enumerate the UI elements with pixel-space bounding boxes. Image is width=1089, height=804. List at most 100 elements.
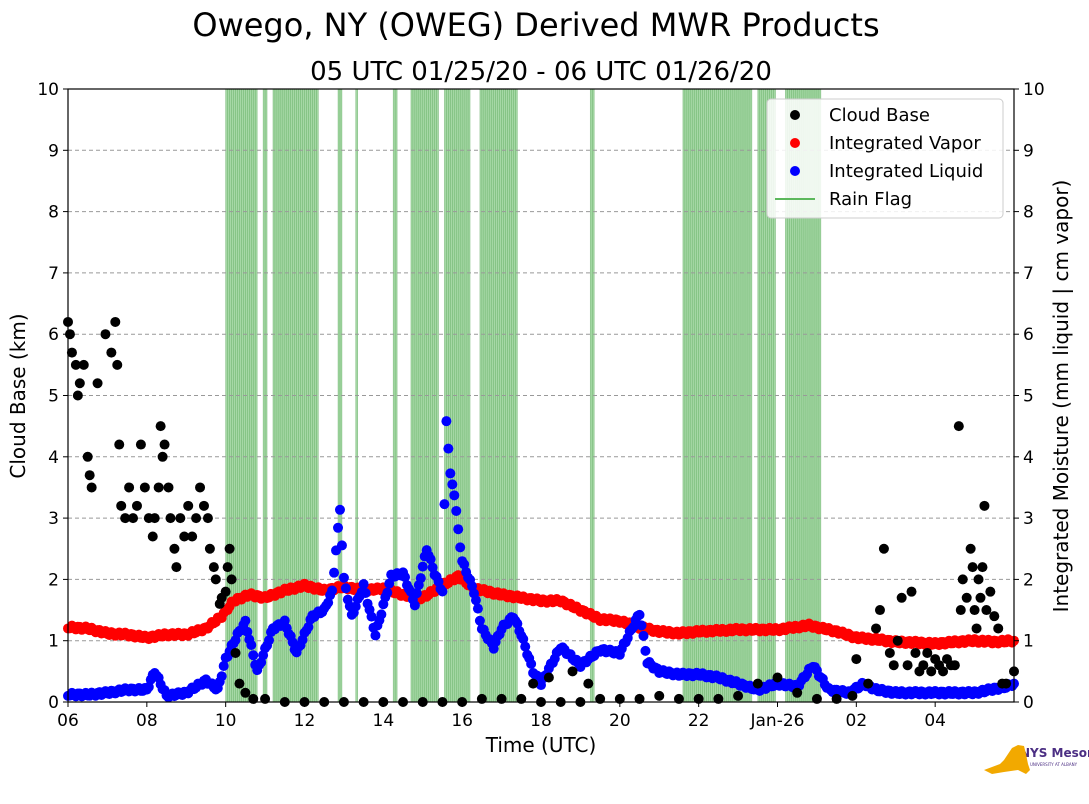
integrated-liquid-point [329, 567, 340, 578]
cloud-base-point [120, 513, 131, 524]
cloud-base-point [884, 647, 895, 658]
y-tick-label-left: 6 [48, 325, 59, 345]
cloud-base-point [918, 660, 929, 671]
x-tick-label: 04 [924, 711, 946, 731]
cloud-base-point [114, 439, 125, 450]
cloud-base-point [86, 482, 97, 493]
y-tick-label-left: 10 [37, 80, 59, 100]
integrated-liquid-point [333, 522, 344, 533]
cloud-base-point [92, 378, 103, 389]
integrated-liquid-point [449, 490, 460, 501]
integrated-liquid-point [358, 579, 369, 590]
cloud-base-point [961, 592, 972, 603]
cloud-base-point [953, 421, 964, 432]
y-tick-label-right: 4 [1023, 448, 1034, 468]
cloud-base-point [153, 482, 164, 493]
cloud-base-point [567, 666, 578, 677]
integrated-liquid-point [437, 586, 448, 597]
cloud-base-point [902, 660, 913, 671]
integrated-liquid-point [474, 615, 485, 626]
integrated-liquid-point [400, 572, 411, 583]
cloud-base-point [159, 439, 170, 450]
integrated-liquid-point [520, 641, 531, 652]
y-tick-label-right: 0 [1023, 693, 1034, 713]
cloud-base-point [106, 347, 117, 358]
cloud-base-point [772, 672, 783, 683]
integrated-liquid-point [451, 505, 462, 516]
integrated-liquid-point [264, 635, 275, 646]
x-tick-label: 06 [57, 711, 79, 731]
x-tick-label: 02 [846, 711, 868, 731]
cloud-base-point [210, 574, 221, 585]
integrated-liquid-point [417, 561, 428, 572]
cloud-base-point [977, 562, 988, 573]
integrated-liquid-point [636, 620, 647, 631]
cloud-base-point [847, 690, 858, 701]
cloud-base-point [851, 654, 862, 665]
y-tick-label-right: 5 [1023, 387, 1034, 407]
nys-mesonet-logo [984, 745, 1030, 774]
cloud-base-point [874, 605, 885, 616]
cloud-base-point [993, 623, 1004, 634]
cloud-base-point [973, 574, 984, 585]
legend-label: Integrated Vapor [829, 133, 981, 154]
cloud-base-point [888, 660, 899, 671]
x-tick-label: 18 [530, 711, 552, 731]
cloud-base-point [183, 500, 194, 511]
cloud-base-point [969, 605, 980, 616]
legend-swatch-marker [790, 110, 800, 120]
cloud-base-point [965, 543, 976, 554]
integrated-liquid-point [439, 499, 450, 510]
cloud-base-point [82, 451, 93, 462]
cloud-base-point [112, 359, 123, 370]
cloud-base-point [528, 678, 539, 689]
cloud-base-point [66, 347, 77, 358]
cloud-base-point [139, 482, 150, 493]
x-tick-label: 12 [294, 711, 316, 731]
chart-subtitle: 05 UTC 01/25/20 - 06 UTC 01/26/20 [310, 57, 772, 87]
cloud-base-point [752, 678, 763, 689]
integrated-liquid-point [334, 504, 345, 515]
cloud-base-point [198, 500, 209, 511]
integrated-liquid-point [366, 611, 377, 622]
y-tick-label-left: 7 [48, 264, 59, 284]
legend-box [766, 98, 1004, 219]
cloud-base-point [792, 687, 803, 698]
cloud-base-point [892, 635, 903, 646]
y-axis-label-left: Cloud Base (km) [6, 313, 30, 478]
x-tick-label: 14 [373, 711, 395, 731]
cloud-base-point [165, 513, 176, 524]
integrated-liquid-point [340, 583, 351, 594]
cloud-base-point [131, 500, 142, 511]
logo-text: NYS Mesonet [1020, 746, 1089, 760]
cloud-base-point [147, 531, 158, 542]
cloud-base-point [195, 482, 206, 493]
x-tick-label: 16 [451, 711, 473, 731]
rain-flag-band [757, 89, 776, 702]
cloud-base-point [240, 687, 251, 698]
cloud-base-point [910, 647, 921, 658]
y-tick-label-right: 10 [1023, 80, 1045, 100]
cloud-base-point [583, 678, 594, 689]
integrated-liquid-point [411, 588, 422, 599]
cloud-base-point [157, 451, 168, 462]
cloud-base-point [922, 647, 933, 658]
cloud-base-point [989, 611, 1000, 622]
cloud-base-point [222, 562, 233, 573]
cloud-base-point [906, 586, 917, 597]
cloud-base-point [971, 623, 982, 634]
cloud-base-point [208, 562, 219, 573]
cloud-base-point [234, 678, 245, 689]
y-tick-label-right: 2 [1023, 570, 1034, 590]
y-tick-label-left: 3 [48, 509, 59, 529]
x-tick-label: Jan-26 [750, 711, 805, 731]
cloud-base-point [155, 421, 166, 432]
x-tick-label: 20 [609, 711, 631, 731]
cloud-base-point [116, 500, 127, 511]
cloud-base-point [187, 531, 198, 542]
cloud-base-point [128, 513, 139, 524]
cloud-base-point [175, 513, 186, 524]
y-tick-label-right: 7 [1023, 264, 1034, 284]
y-tick-label-right: 6 [1023, 325, 1034, 345]
cloud-base-point [204, 543, 215, 554]
